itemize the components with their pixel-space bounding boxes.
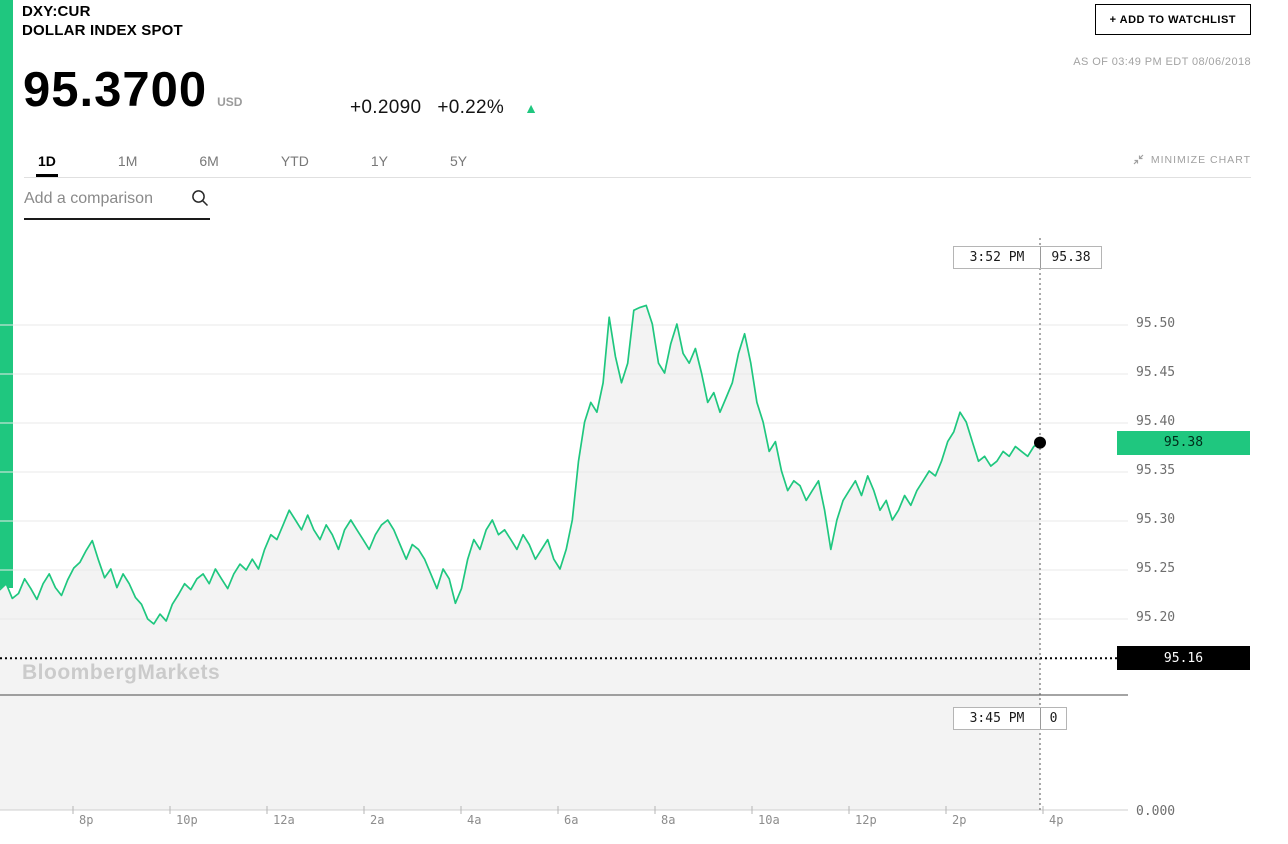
last-price-dot bbox=[1034, 436, 1046, 449]
y-axis-label: 95.40 bbox=[1136, 414, 1176, 429]
x-axis-label: 12a bbox=[273, 813, 295, 827]
y-axis-label: 95.50 bbox=[1136, 316, 1176, 331]
crosshair-label-divider bbox=[1040, 247, 1041, 268]
tab-6m[interactable]: 6M bbox=[199, 153, 219, 169]
add-comparison-input[interactable] bbox=[24, 189, 174, 208]
area-fill bbox=[0, 305, 1040, 810]
ticker-symbol: DXY:CUR bbox=[22, 3, 91, 20]
x-axis-label: 10a bbox=[758, 813, 780, 827]
add-to-watchlist-button[interactable]: + ADD TO WATCHLIST bbox=[1094, 4, 1251, 35]
last-price-badge: 95.38 bbox=[1117, 430, 1250, 455]
x-axis-label: 12p bbox=[855, 813, 877, 827]
tab-1y[interactable]: 1Y bbox=[370, 153, 388, 169]
tab-1d[interactable]: 1D bbox=[36, 149, 58, 177]
add-comparison-field[interactable] bbox=[24, 189, 210, 220]
search-icon bbox=[192, 190, 209, 207]
crosshair-time: 3:52 PM bbox=[969, 250, 1025, 265]
price-chart[interactable] bbox=[0, 232, 1288, 844]
as-of-timestamp: AS OF 03:49 PM EDT 08/06/2018 bbox=[1073, 56, 1251, 68]
price-line bbox=[0, 304, 1041, 625]
price-change-percent: +0.22% bbox=[437, 97, 505, 118]
change-row: +0.2090 +0.22% ▲ bbox=[350, 97, 538, 119]
y-axis-label: 95.20 bbox=[1136, 610, 1176, 625]
y-axis-label: 95.45 bbox=[1136, 365, 1176, 380]
minimize-chart-button[interactable]: MINIMIZE CHART bbox=[1132, 153, 1251, 166]
crosshair-time-price-label: 3:52 PM 95.38 bbox=[953, 246, 1102, 269]
x-axis-label: 8p bbox=[79, 813, 94, 827]
x-axis-label: 10p bbox=[176, 813, 198, 827]
prev-close-badge: 95.16 bbox=[1117, 646, 1250, 671]
up-arrow-icon: ▲ bbox=[524, 100, 539, 116]
crosshair-label-divider bbox=[1040, 708, 1041, 729]
crosshair-volume-label: 3:45 PM 0 bbox=[953, 707, 1067, 730]
y-axis-label: 95.25 bbox=[1136, 561, 1176, 576]
minimize-chart-label: MINIMIZE CHART bbox=[1150, 153, 1251, 166]
price-change: +0.2090 bbox=[350, 97, 422, 118]
x-axis-label: 6a bbox=[564, 813, 579, 827]
tab-5y[interactable]: 5Y bbox=[449, 153, 468, 169]
currency-label: USD bbox=[217, 95, 243, 109]
y-axis-zero-label: 0.000 bbox=[1136, 804, 1176, 819]
bloomberg-watermark: BloombergMarkets bbox=[22, 661, 221, 684]
price-row: 95.3700 USD bbox=[23, 62, 242, 118]
crosshair-price: 95.38 bbox=[1051, 250, 1091, 265]
last-price: 95.3700 bbox=[23, 63, 208, 117]
tab-ytd[interactable]: YTD bbox=[280, 153, 309, 169]
minimize-icon bbox=[1133, 154, 1144, 165]
x-axis-label: 8a bbox=[661, 813, 676, 827]
tab-1m[interactable]: 1M bbox=[117, 153, 138, 169]
x-axis-label: 4a bbox=[467, 813, 482, 827]
x-axis-label: 2a bbox=[370, 813, 385, 827]
range-tabs: 1D 1M 6M YTD 1Y 5Y bbox=[24, 149, 1251, 178]
y-axis-label: 95.35 bbox=[1136, 463, 1176, 478]
y-axis-label: 95.30 bbox=[1136, 512, 1176, 527]
accent-bar bbox=[0, 0, 13, 588]
crosshair-volume-value: 0 bbox=[1049, 711, 1058, 726]
security-name: DOLLAR INDEX SPOT bbox=[22, 22, 183, 39]
x-axis-label: 4p bbox=[1049, 813, 1064, 827]
x-axis-label: 2p bbox=[952, 813, 967, 827]
crosshair-volume-time: 3:45 PM bbox=[969, 711, 1025, 726]
